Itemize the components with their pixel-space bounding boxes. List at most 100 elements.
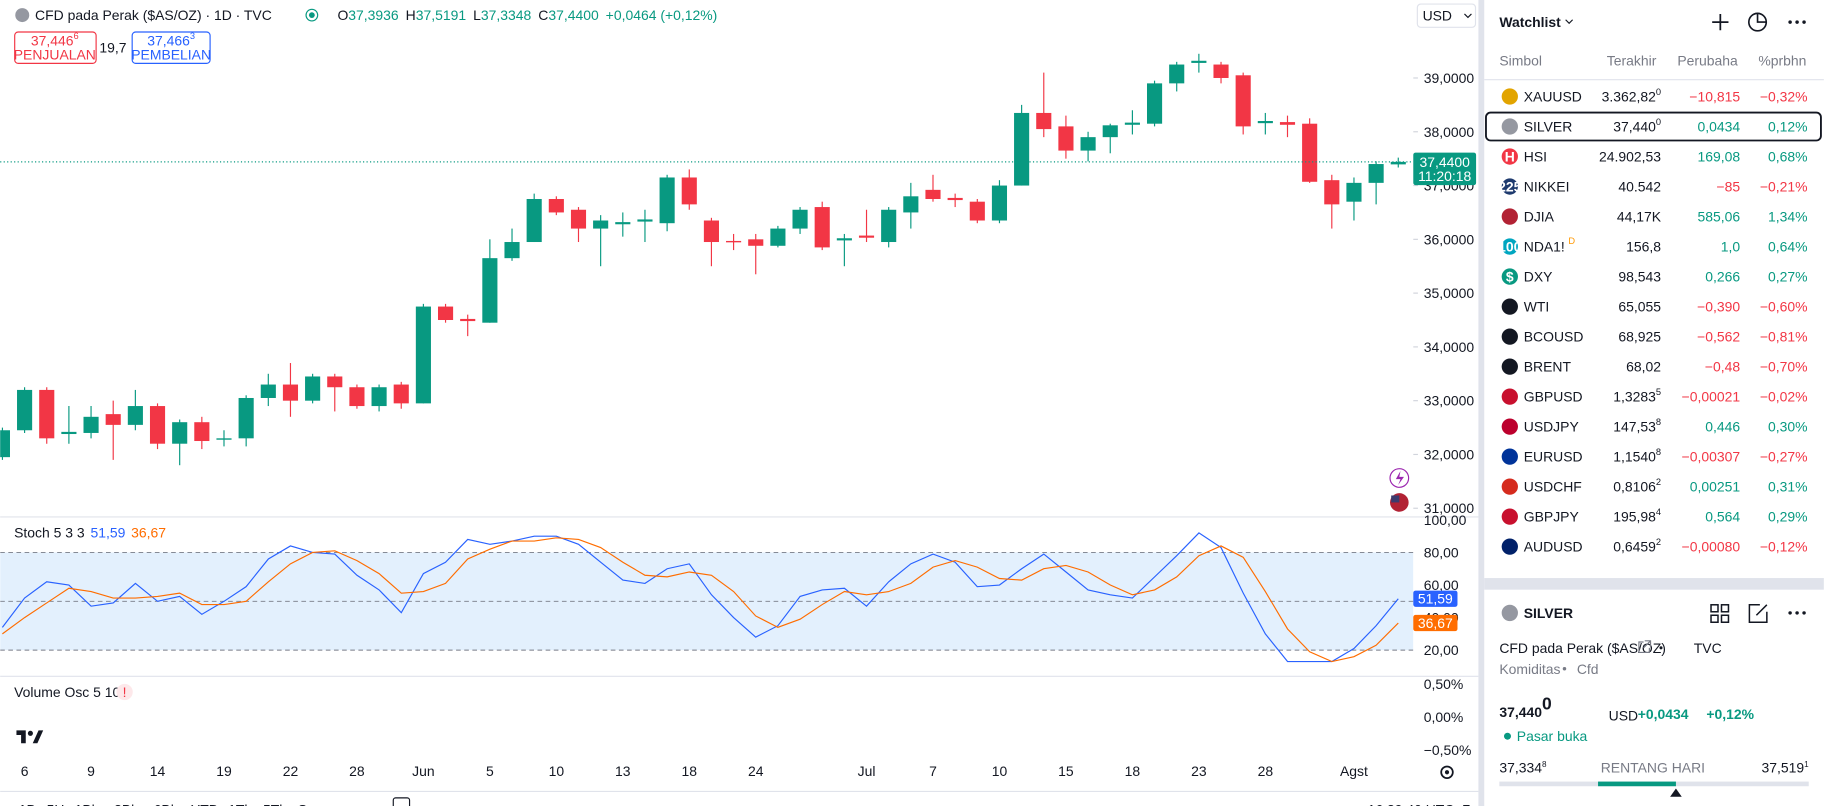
sell-price: 37,4466: [31, 31, 79, 49]
candle-body: [17, 389, 33, 431]
candle-body: [1014, 112, 1030, 186]
settings-button[interactable]: [1440, 765, 1454, 779]
symbol: USDJPY: [1524, 419, 1579, 435]
ohlc-label: H: [406, 7, 416, 23]
candle-body: [991, 185, 1008, 221]
watchlist-row[interactable]: $ DXY 98,543 0,266 0,27%: [1501, 268, 1808, 285]
buy-button[interactable]: [131, 31, 211, 64]
change-pct: 0,29%: [1768, 509, 1808, 525]
candle-body: [1146, 83, 1163, 124]
symbol-name: BCOUSD: [1524, 329, 1584, 345]
panel-divider: [1478, 0, 1485, 806]
watchlist-row[interactable]: AUDUSD 0,64592 −0,00080 −0,12%: [1501, 537, 1808, 555]
candle-body: [1368, 164, 1384, 183]
more-button[interactable]: [1788, 20, 1806, 24]
external-link-icon[interactable]: [1638, 640, 1652, 654]
watchlist-row[interactable]: DJIA 44,17K 585,06 1,34%: [1501, 208, 1808, 225]
events-icon[interactable]: [1389, 468, 1410, 488]
symbol-icon: [1501, 358, 1518, 375]
range-button[interactable]: 5H: [47, 801, 65, 806]
details-category: Komiditas Cfd: [1499, 661, 1598, 677]
x-tick-label: 13: [615, 763, 631, 779]
watchlist-title[interactable]: Watchlist: [1499, 14, 1561, 30]
last: 37,4400: [1613, 117, 1661, 135]
change-pct: 0,64%: [1768, 239, 1808, 255]
logo[interactable]: [16, 730, 44, 744]
symbol-name: AUDUSD: [1524, 539, 1583, 555]
description[interactable]: CFD pada Perak ($AS/OZ): [1499, 640, 1666, 656]
watchlist-row[interactable]: 100 NDA1! D 156,8 1,0 0,64%: [1498, 236, 1808, 255]
candle-body: [1213, 64, 1229, 78]
alert-icon[interactable]: [116, 683, 133, 701]
change-pct: 0,27%: [1768, 269, 1808, 285]
range-button[interactable]: 1Th: [228, 801, 252, 806]
buy-label: PEMBELIAN: [131, 47, 211, 63]
symbol-icon: [15, 8, 30, 23]
range-button[interactable]: 1D: [19, 801, 37, 806]
x-tick-label: 18: [1125, 763, 1141, 779]
watchlist-row[interactable]: H HSI 24.902,53 169,08 0,68%: [1501, 148, 1808, 165]
range-button[interactable]: 6Bln: [154, 801, 182, 806]
currency-select[interactable]: [1416, 3, 1477, 28]
change: 0,266: [1705, 269, 1740, 285]
candle-body: [1390, 161, 1406, 165]
details-actions[interactable]: [1710, 604, 1768, 623]
range-button[interactable]: 5Th: [263, 801, 287, 806]
column-header[interactable]: Simbol: [1499, 52, 1542, 68]
last-sup: 0: [1656, 117, 1661, 127]
watchlist-row[interactable]: EURUSD 1,15408 −0,00307 −0,27%: [1501, 447, 1808, 465]
watchlist-row[interactable]: BCOUSD 68,925 −0,562 −0,81%: [1501, 328, 1808, 345]
value-sup: 1: [1804, 760, 1809, 769]
last: 0,64592: [1613, 537, 1661, 555]
column-header[interactable]: Terakhir: [1607, 52, 1657, 68]
layout-button: [1756, 13, 1767, 23]
watchlist-row[interactable]: GBPUSD 1,32835 −0,00021 −0,02%: [1501, 387, 1808, 405]
watchlist-row[interactable]: XAUUSD 3.362,820 −10,815 −0,32%: [1501, 87, 1808, 105]
watchlist-row[interactable]: BRENT 68,02 −0,48 −0,70%: [1501, 358, 1808, 375]
column-header[interactable]: %prbhn: [1758, 52, 1806, 68]
candle-body: [570, 209, 587, 229]
last-sup: 5: [1656, 387, 1661, 397]
range-button[interactable]: 3Bln: [114, 801, 142, 806]
y-tick-label: 80,00: [1424, 544, 1459, 560]
symbol: BCOUSD: [1524, 329, 1584, 345]
last-value: 156,8: [1626, 239, 1661, 255]
add-button[interactable]: [1712, 13, 1729, 31]
symbol-icon: [1501, 448, 1518, 465]
x-tick-label: 6: [21, 763, 29, 779]
watchlist-row[interactable]: 225 NIKKEI 40.542 −85 −0,21%: [1498, 178, 1808, 195]
calendar-button[interactable]: [392, 797, 411, 806]
category: Komiditas: [1499, 661, 1560, 677]
more-button[interactable]: [1788, 611, 1806, 615]
last: 1,15408: [1613, 447, 1661, 465]
x-tick-label: 15: [1058, 763, 1074, 779]
range-button[interactable]: Semuanya: [298, 801, 365, 806]
x-tick-label: Jun: [412, 763, 434, 779]
x-tick-label: 24: [748, 763, 764, 779]
x-tick-label: 23: [1191, 763, 1207, 779]
watchlist-row[interactable]: WTI 65,055 −0,390 −0,60%: [1501, 298, 1808, 315]
change-pct: −0,60%: [1760, 299, 1808, 315]
y-tick-label: 100,00: [1424, 512, 1467, 528]
sell-button[interactable]: [14, 31, 97, 64]
candle-body: [858, 235, 875, 238]
column-header[interactable]: Perubaha: [1677, 52, 1738, 68]
candle-body: [792, 209, 808, 229]
watchlist-row[interactable]: USDCHF 0,81062 0,00251 0,31%: [1501, 477, 1808, 495]
watchlist-row[interactable]: SILVER 37,4400 0,0434 0,12%: [1485, 111, 1822, 142]
details-description: CFD pada Perak ($AS/OZ) TVC: [1499, 640, 1721, 656]
symbol-icon: [1501, 478, 1518, 495]
range-button[interactable]: YTD: [191, 801, 219, 806]
change: −0,00307: [1682, 449, 1741, 465]
range-button[interactable]: 1Bln: [75, 801, 103, 806]
candle-body: [1257, 121, 1273, 124]
watchlist-row[interactable]: USDJPY 147,538 0,446 0,30%: [1501, 417, 1808, 435]
candle-body: [770, 228, 786, 246]
chart-title[interactable]: CFD pada Perak ($AS/OZ) · 1D · TVC: [35, 7, 272, 23]
x-tick-label: 22: [283, 763, 299, 779]
watchlist-row[interactable]: GBPJPY 195,984 0,564 0,29%: [1501, 507, 1808, 525]
symbol-icon: [1501, 298, 1518, 315]
stoch-pane: [0, 532, 1414, 663]
symbol-name: GBPUSD: [1524, 389, 1583, 405]
